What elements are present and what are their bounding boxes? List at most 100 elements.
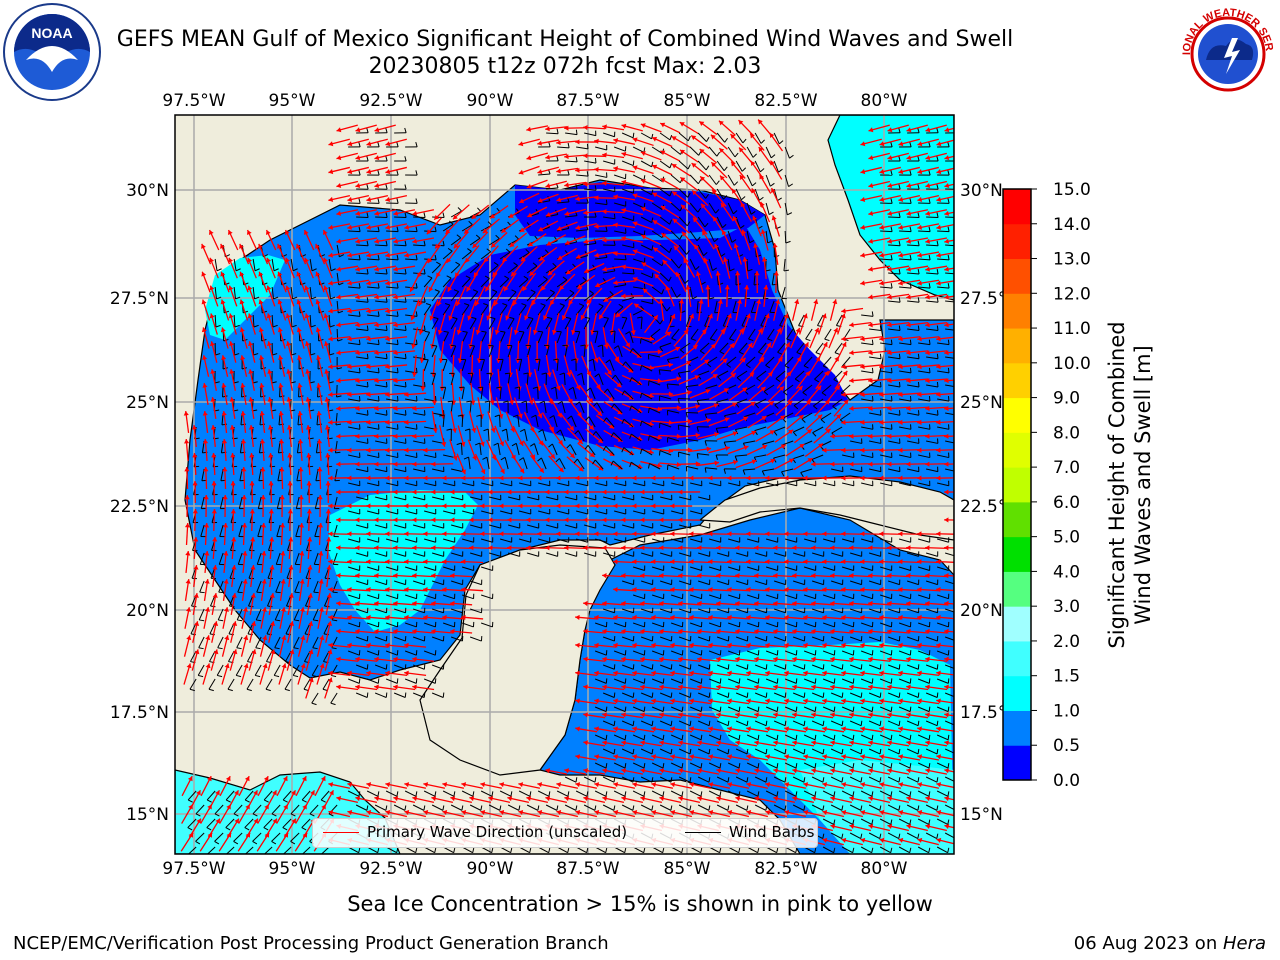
wind-barb xyxy=(727,230,733,243)
wind-barb-feather xyxy=(229,605,235,608)
wind-barb-feather xyxy=(794,378,800,383)
wave-arrow-head xyxy=(518,141,524,147)
wave-arrow-head xyxy=(738,120,744,125)
campeche-cyan-region xyxy=(328,490,478,632)
wind-barb-feather xyxy=(534,358,541,361)
plot-title: GEFS MEAN Gulf of Mexico Significant Hei… xyxy=(116,27,1014,52)
wind-barb xyxy=(716,160,725,172)
wave-arrow-head xyxy=(944,266,949,272)
wave-arrow-head xyxy=(936,614,941,621)
wave-arrow-head xyxy=(265,230,271,235)
wind-barb-feather xyxy=(415,141,418,148)
wave-arrow-head xyxy=(385,475,390,481)
wind-barb xyxy=(936,566,949,571)
wind-barb-feather xyxy=(423,381,426,388)
wave-arrow-head xyxy=(632,475,637,481)
wave-arrow-head xyxy=(792,573,797,579)
wave-arrow-head xyxy=(649,336,655,342)
wind-barb xyxy=(312,636,319,648)
wave-arrow-head xyxy=(556,225,562,231)
wave-arrow-head xyxy=(887,210,893,216)
wave-arrow-head xyxy=(461,531,466,537)
wave-arrow-head xyxy=(437,301,442,307)
wave-arrow-head xyxy=(288,593,294,598)
wave-arrow-head xyxy=(260,467,266,472)
wave-arrow-head xyxy=(602,124,607,130)
wind-barb xyxy=(614,202,626,207)
wind-barb xyxy=(584,188,597,191)
wind-barb-feather xyxy=(385,269,388,275)
wind-barb xyxy=(480,304,489,316)
wind-barb xyxy=(275,580,281,593)
wind-barb-feather xyxy=(773,431,778,436)
wave-arrow-head xyxy=(366,475,371,481)
wave-arrow-head xyxy=(556,168,561,174)
wave-arrow-head xyxy=(887,600,892,607)
wind-barb-feather xyxy=(475,234,481,239)
wind-barb-feather xyxy=(291,324,297,328)
wind-barb-feather xyxy=(457,414,463,417)
wave-arrow-head xyxy=(765,586,770,593)
wave-arrow-head xyxy=(202,355,208,361)
wave-arrow-head xyxy=(751,188,757,194)
wind-barb xyxy=(640,216,653,223)
wave-arrow-head xyxy=(695,404,700,410)
wind-barb-feather xyxy=(605,359,611,364)
wave-arrow-head xyxy=(490,427,496,433)
wind-barb-feather xyxy=(752,153,757,158)
wind-barb xyxy=(386,370,399,374)
wave-arrow-head xyxy=(714,431,719,437)
wave-arrow-head xyxy=(680,204,686,210)
wave-arrow-head xyxy=(336,545,341,551)
wind-barb xyxy=(581,373,585,386)
wind-barb-feather xyxy=(199,619,205,622)
wave-arrow-head xyxy=(423,447,428,453)
wind-barb-feather xyxy=(274,647,280,650)
wind-barb xyxy=(716,580,729,586)
wind-barb xyxy=(926,412,939,416)
wave-arrow-head xyxy=(750,160,756,166)
wind-barb xyxy=(256,552,262,565)
wave-arrow-head xyxy=(944,322,949,328)
wind-barb-feather xyxy=(832,405,837,410)
wind-barb xyxy=(443,482,455,487)
wind-barb xyxy=(907,384,920,388)
wind-barb xyxy=(690,328,699,339)
wind-barb-feather xyxy=(975,382,976,387)
wind-barb xyxy=(840,412,851,421)
wind-barb-feather xyxy=(329,324,335,328)
wind-barb-feather xyxy=(732,210,738,215)
wave-arrow-head xyxy=(613,586,618,593)
wind-barb xyxy=(443,538,455,543)
wave-arrow-head xyxy=(613,280,618,286)
wind-barb xyxy=(290,286,293,299)
wave-arrow-head xyxy=(278,355,284,361)
wind-barb xyxy=(746,146,754,158)
wave-arrow-head xyxy=(814,327,820,333)
wind-barb xyxy=(887,580,900,586)
wind-barb xyxy=(784,594,797,600)
wind-barb xyxy=(689,594,702,600)
wind-barb xyxy=(469,264,480,274)
wind-barb xyxy=(431,636,444,642)
wind-barb xyxy=(294,580,300,593)
wind-barb xyxy=(367,538,379,543)
yucatan-land xyxy=(419,544,616,776)
wind-barb-feather xyxy=(385,381,388,388)
wind-barb-feather xyxy=(936,353,939,359)
wind-barb-feather xyxy=(331,647,337,650)
wave-arrow-head xyxy=(670,475,675,481)
wind-barb xyxy=(746,174,753,187)
wind-barb xyxy=(689,146,700,156)
wind-barb-feather xyxy=(562,276,568,281)
wave-arrow-head xyxy=(385,336,390,342)
wind-barb-feather xyxy=(975,241,976,246)
wave-arrow-head xyxy=(602,600,607,607)
wave-arrow-head xyxy=(488,545,493,551)
wind-barb-feather xyxy=(709,297,715,300)
wave-arrow-head xyxy=(423,531,428,537)
wind-barb xyxy=(356,328,369,331)
wave-arrow-head xyxy=(355,322,360,328)
wind-barb xyxy=(880,286,893,289)
wind-barb xyxy=(906,580,919,586)
